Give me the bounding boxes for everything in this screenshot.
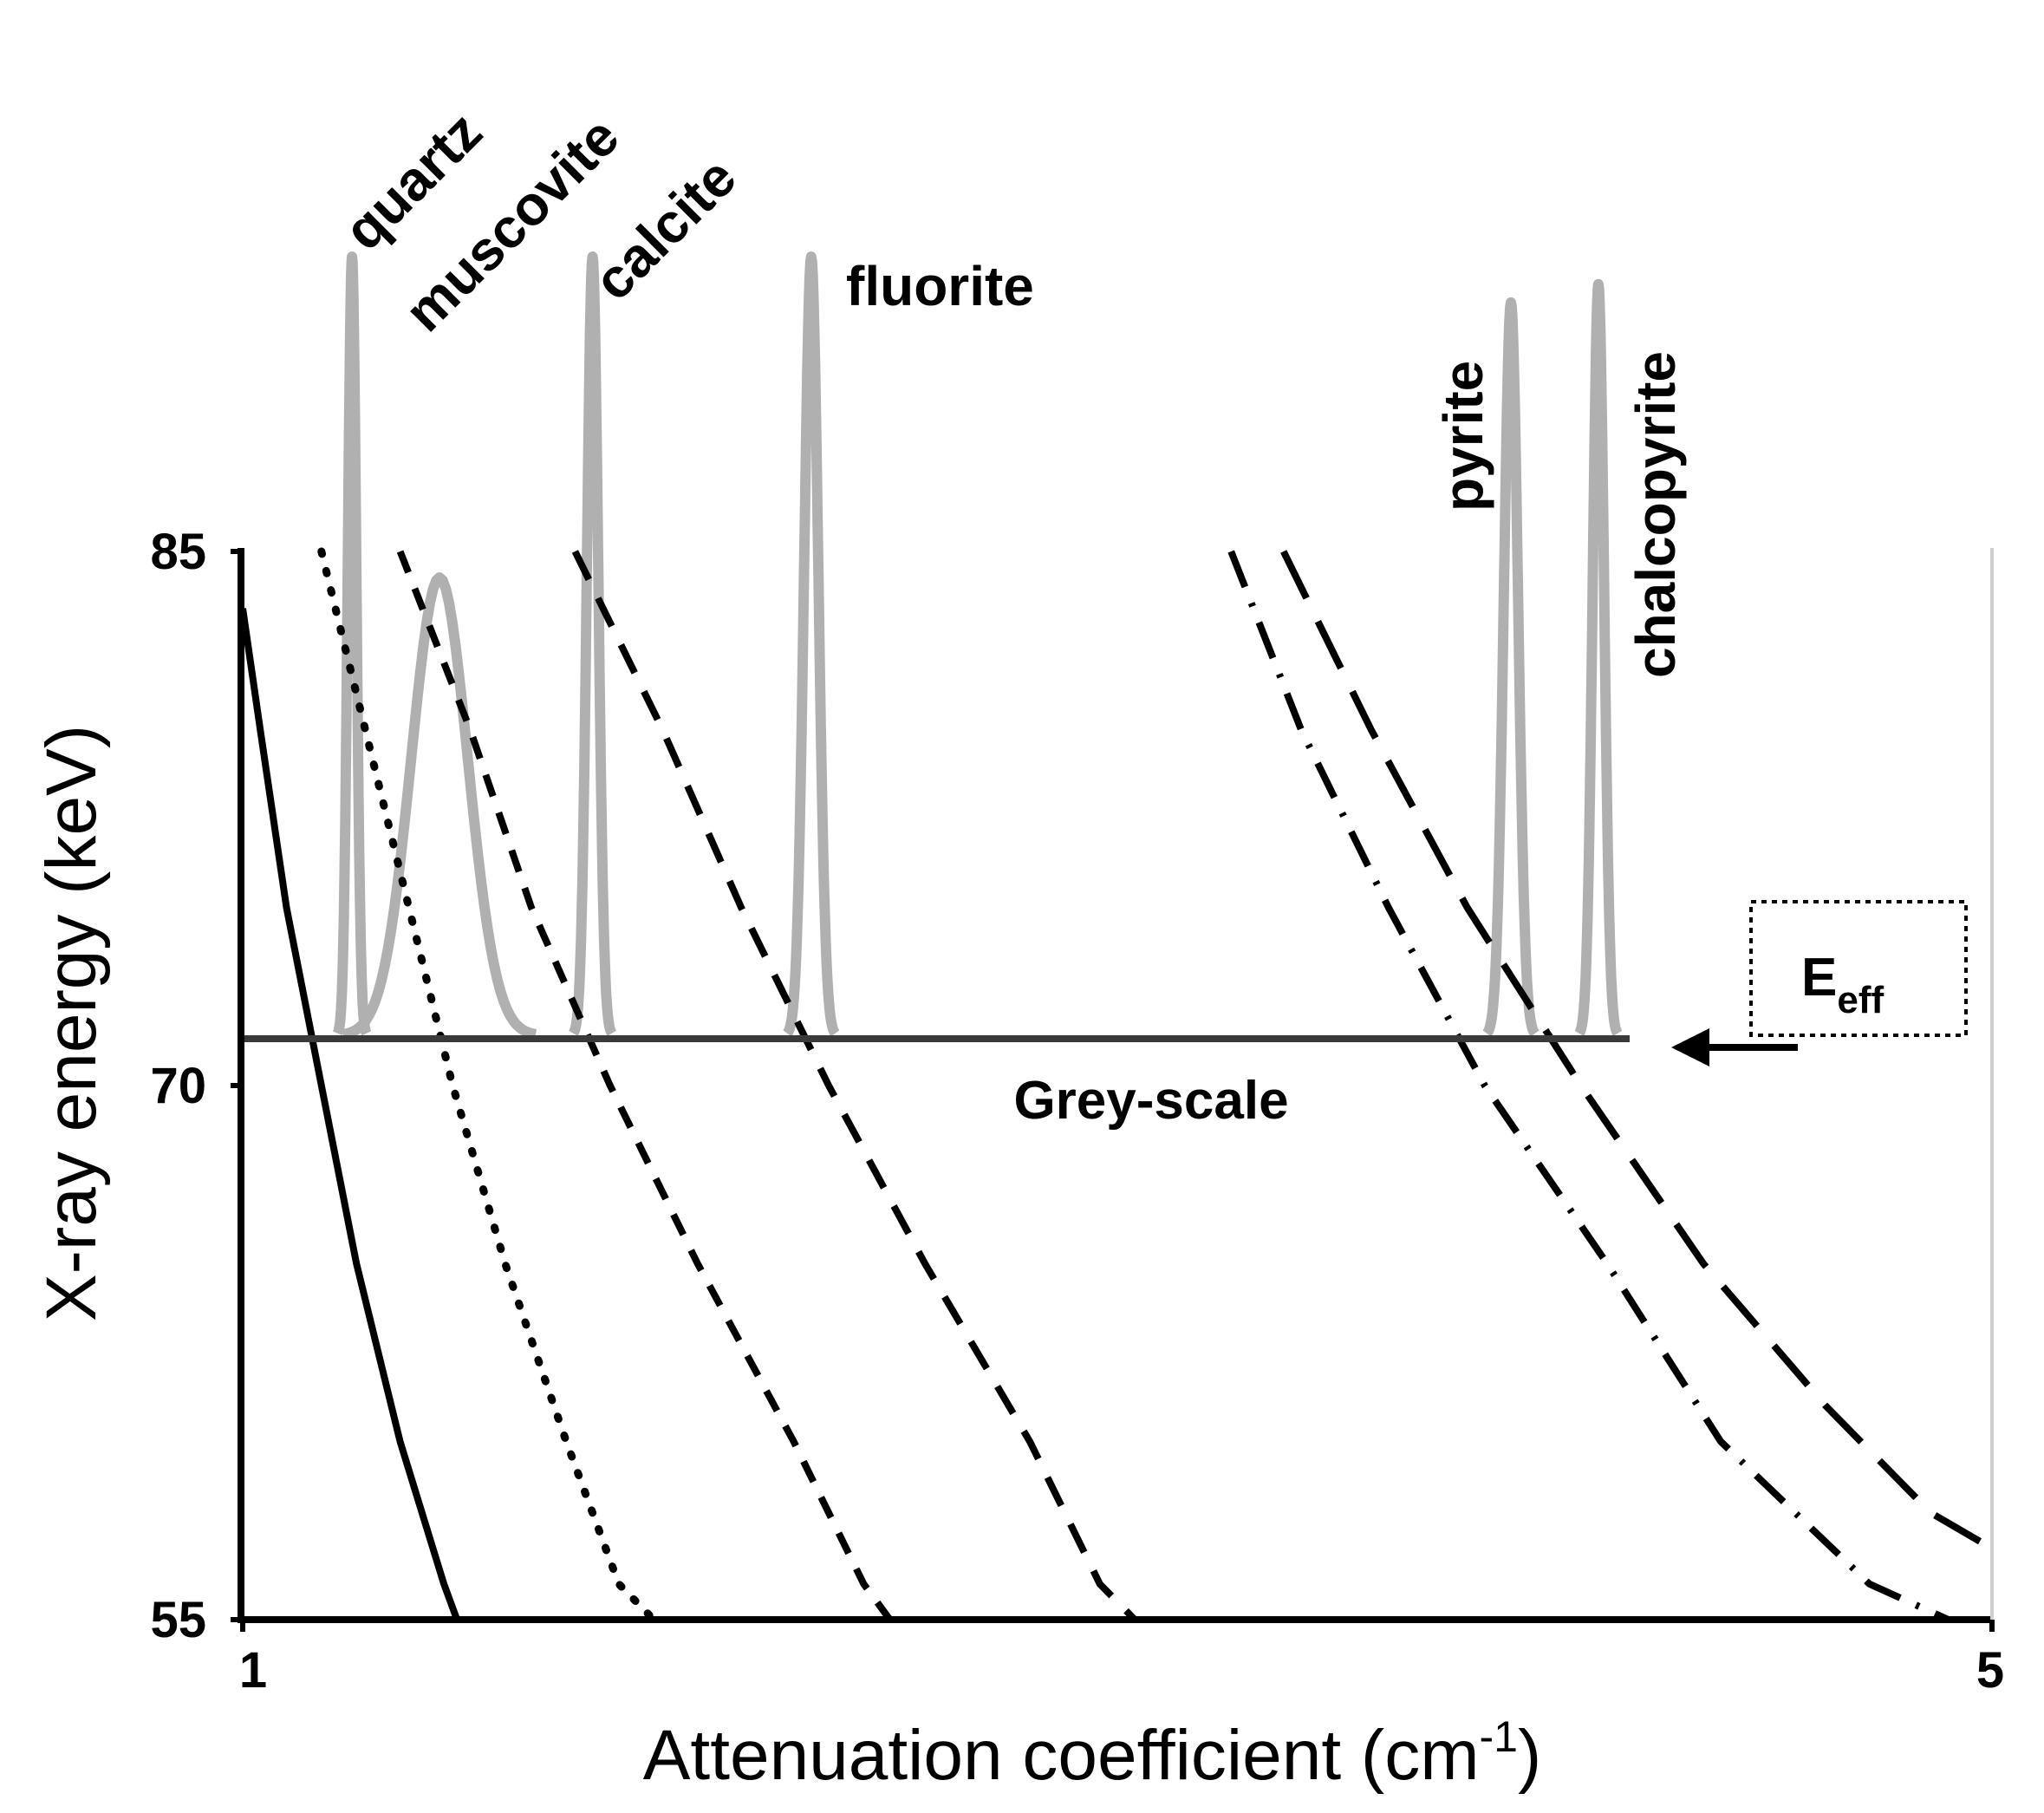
eeff-label-main: E (1801, 948, 1837, 1008)
histogram-peak-chalcopyrite (1574, 278, 1623, 1038)
curve-chalcopyrite (1280, 550, 1995, 1552)
grey-scale-label: Grey-scale (1013, 1071, 1288, 1131)
histogram-peak-fluorite (783, 251, 840, 1038)
label-chalcopyrite: chalcopyrite (1624, 351, 1687, 678)
eeff-label: Eeff (1801, 948, 1884, 1021)
attenuation-curves (239, 547, 1995, 1624)
histogram-peak-muscovite (341, 572, 538, 1040)
eeff-box (1749, 900, 1968, 1037)
x-axis-title-superscript: -1 (1480, 1712, 1518, 1761)
y-axis-title: X-ray energy (keV) (32, 725, 111, 1321)
y-tick-label-55: 55 (150, 1592, 206, 1648)
eeff-label-subscript: eff (1837, 979, 1884, 1021)
curve-quartz (239, 608, 460, 1621)
y-tick-label-70: 70 (150, 1058, 206, 1114)
x-axis-title-main: Attenuation coefficient (cm (643, 1716, 1480, 1795)
x-tick-label-1: 1 (239, 1642, 267, 1699)
curve-fluorite (571, 550, 1138, 1622)
eeff-arrow-head (1671, 1028, 1709, 1066)
label-pyrite: pyrite (1432, 361, 1494, 512)
grey-scale-histogram (332, 251, 1623, 1040)
label-fluorite: fluorite (846, 255, 1034, 317)
histogram-peak-calcite (569, 251, 617, 1038)
x-axis-title: Attenuation coefficient (cm-1) (643, 1712, 1542, 1795)
y-tick-label-85: 85 (150, 524, 206, 580)
curve-pyrite (1227, 550, 1950, 1623)
x-axis-title-close: ) (1518, 1716, 1541, 1795)
curve-muscovite (317, 547, 658, 1624)
x-tick-label-5: 5 (1976, 1642, 2004, 1699)
histogram-peak-quartz (332, 251, 372, 1038)
histogram-peak-pyrite (1482, 297, 1540, 1038)
